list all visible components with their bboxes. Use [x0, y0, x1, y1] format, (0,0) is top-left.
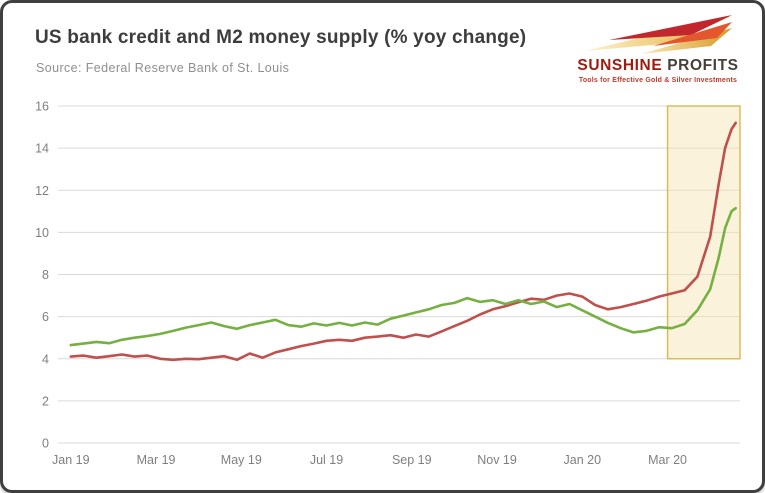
svg-text:2: 2 [42, 394, 49, 408]
svg-text:Sep 19: Sep 19 [392, 453, 432, 467]
svg-text:8: 8 [42, 268, 49, 282]
svg-text:Mar 19: Mar 19 [137, 453, 176, 467]
logo-tagline: Tools for Effective Gold & Silver Invest… [578, 77, 738, 84]
svg-text:10: 10 [35, 226, 49, 240]
source-label: Source: Federal Reserve Bank of St. Loui… [36, 61, 290, 75]
chart-svg: 0 2 4 6 8 10 12 14 16 Jan 19 Mar 19 May 19 Jul 19 Sep… [35, 100, 741, 467]
logo-name-secondary: PROFITS [667, 57, 739, 74]
logo-name-primary: SUNSHINE [577, 57, 663, 74]
svg-text:16: 16 [35, 100, 49, 114]
svg-text:0: 0 [42, 437, 49, 451]
svg-text:May 19: May 19 [221, 453, 262, 467]
svg-text:Mar 20: Mar 20 [648, 453, 687, 467]
svg-text:14: 14 [35, 142, 49, 156]
svg-text:Jan 20: Jan 20 [564, 453, 602, 467]
svg-text:Jul 19: Jul 19 [310, 453, 343, 467]
svg-text:12: 12 [35, 184, 49, 198]
svg-text:Jan 19: Jan 19 [52, 453, 90, 467]
triple-arrow-icon [585, 15, 732, 54]
svg-text:6: 6 [42, 310, 49, 324]
svg-text:4: 4 [42, 352, 49, 366]
logo-name: SUNSHINE PROFITS [572, 57, 744, 75]
page-title: US bank credit and M2 money supply (% yo… [35, 27, 527, 48]
svg-text:Nov 19: Nov 19 [477, 453, 517, 467]
logo: SUNSHINE PROFITS Tools for Effective Gol… [572, 13, 744, 84]
